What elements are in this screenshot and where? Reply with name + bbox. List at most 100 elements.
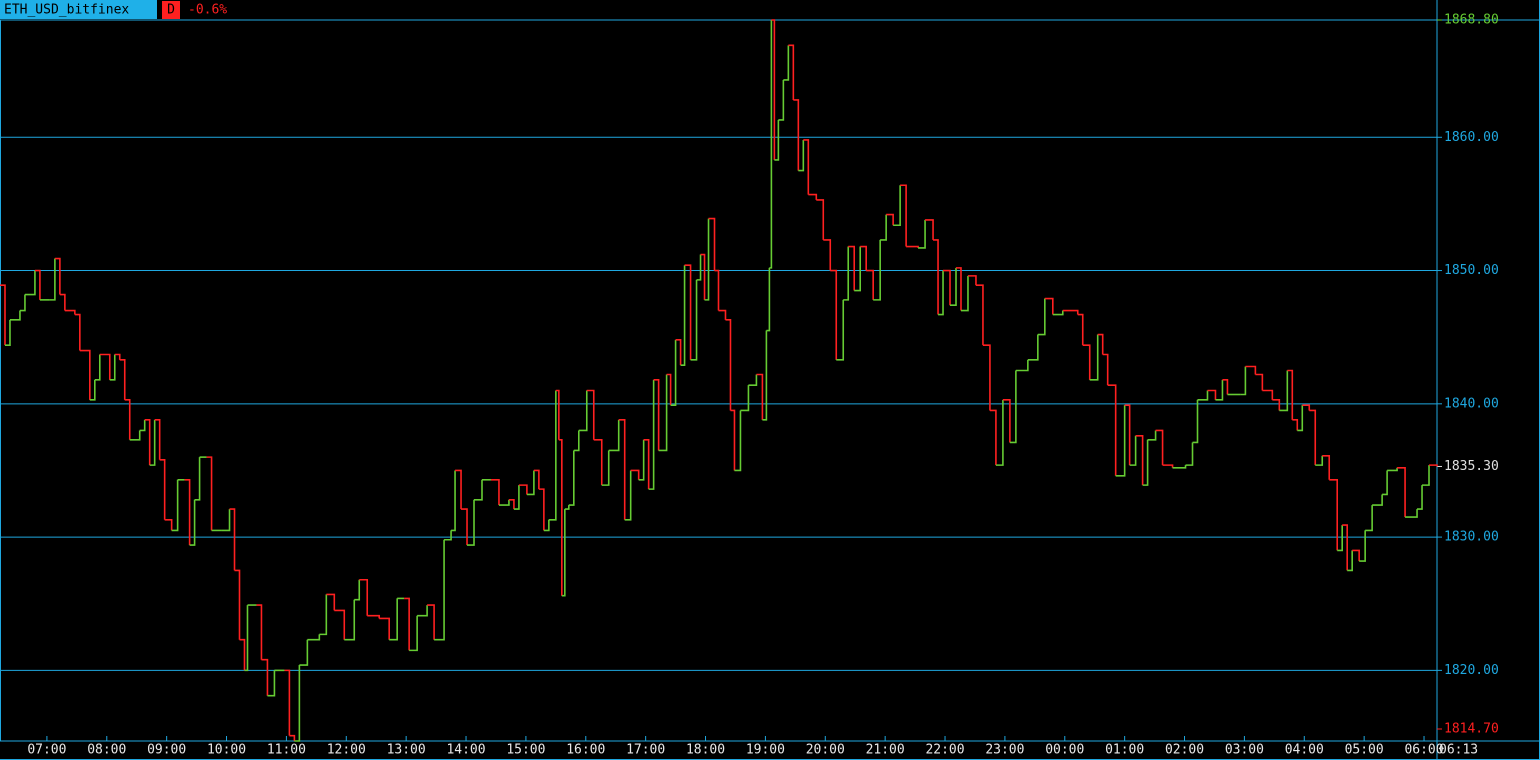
price-segment bbox=[409, 615, 418, 652]
price-segment bbox=[144, 419, 151, 466]
x-tick-label: 06:00 bbox=[1404, 743, 1443, 758]
price-segment bbox=[1382, 470, 1388, 496]
price-segment bbox=[778, 79, 785, 121]
price-segment bbox=[950, 267, 957, 307]
price-segment bbox=[696, 254, 702, 281]
price-segment bbox=[19, 294, 26, 312]
price-segment bbox=[762, 330, 768, 421]
x-tick-label: 16:00 bbox=[566, 743, 605, 758]
price-segment bbox=[189, 499, 196, 546]
price-segment bbox=[918, 219, 926, 249]
price-segment bbox=[836, 299, 845, 361]
price-segment bbox=[880, 214, 887, 241]
y-tick-label: 1850.00 bbox=[1444, 263, 1499, 278]
price-segment bbox=[793, 99, 800, 171]
price-segment bbox=[367, 614, 381, 619]
price-segment bbox=[184, 478, 191, 546]
x-tick-label: 10:00 bbox=[207, 743, 246, 758]
price-segment bbox=[1315, 455, 1324, 466]
price-segment bbox=[1124, 404, 1131, 466]
price-segment bbox=[658, 374, 668, 452]
price-segment bbox=[307, 634, 321, 641]
price-segment bbox=[925, 219, 934, 240]
price-segment bbox=[704, 218, 710, 301]
price-segment bbox=[1365, 505, 1373, 532]
price-segment bbox=[788, 44, 795, 100]
price-segment bbox=[1347, 550, 1353, 572]
price-segment bbox=[1342, 524, 1348, 571]
price-segment bbox=[261, 658, 269, 696]
price-segment bbox=[221, 509, 231, 532]
price-segment bbox=[114, 353, 121, 360]
price-segment bbox=[1135, 435, 1144, 486]
price-segment bbox=[670, 339, 677, 406]
price-segment bbox=[860, 245, 867, 271]
price-label: 1868.80 bbox=[1444, 13, 1499, 28]
price-segment bbox=[933, 239, 939, 315]
price-segment bbox=[0, 284, 6, 346]
price-segment bbox=[1037, 298, 1046, 336]
price-segment bbox=[558, 439, 563, 596]
price-segment bbox=[1387, 467, 1398, 472]
x-tick-label: 01:00 bbox=[1105, 743, 1144, 758]
price-segment bbox=[94, 354, 101, 381]
price-segment bbox=[830, 269, 838, 360]
price-segment bbox=[389, 598, 398, 641]
x-tick-label: 08:00 bbox=[87, 743, 126, 758]
price-segment bbox=[573, 430, 580, 452]
price-segment bbox=[1337, 525, 1343, 552]
price-segment bbox=[1172, 465, 1187, 469]
price-segment bbox=[284, 669, 291, 736]
x-tick-label: 04:00 bbox=[1285, 743, 1324, 758]
price-segment bbox=[1272, 399, 1281, 411]
x-tick-label: 05:00 bbox=[1345, 743, 1384, 758]
price-segment bbox=[1397, 466, 1406, 518]
price-label: 1814.70 bbox=[1444, 722, 1499, 737]
price-segment bbox=[734, 410, 742, 472]
price-segment bbox=[154, 419, 161, 460]
price-segment bbox=[740, 385, 750, 412]
x-tick-label: 03:00 bbox=[1225, 743, 1264, 758]
price-segment bbox=[1262, 389, 1274, 400]
x-tick-label: 18:00 bbox=[686, 743, 725, 758]
price-segment bbox=[24, 270, 36, 296]
price-segment bbox=[975, 284, 984, 346]
price-segment bbox=[234, 569, 241, 640]
price-segment bbox=[334, 609, 346, 640]
price-segment bbox=[109, 354, 116, 381]
price-segment bbox=[1417, 485, 1423, 510]
price-segment bbox=[1162, 464, 1174, 468]
price-segment bbox=[823, 239, 832, 271]
price-segment bbox=[593, 439, 603, 486]
price-segment bbox=[1359, 530, 1366, 562]
price-segment bbox=[490, 478, 500, 506]
price-segment bbox=[239, 638, 246, 671]
price-segment bbox=[1062, 309, 1079, 315]
price-segment bbox=[866, 269, 874, 300]
price-segment bbox=[1292, 419, 1299, 431]
timeframe: D bbox=[167, 3, 175, 18]
price-segment bbox=[299, 639, 309, 666]
price-segment bbox=[474, 479, 483, 501]
price-segment bbox=[124, 399, 131, 440]
price-segment bbox=[1240, 366, 1247, 396]
x-tick-label: 17:00 bbox=[626, 743, 665, 758]
price-segment bbox=[538, 488, 545, 531]
x-tick-label: 20:00 bbox=[806, 743, 845, 758]
price-segment bbox=[498, 499, 510, 506]
price-segment bbox=[267, 670, 276, 697]
price-segment bbox=[967, 275, 977, 286]
price-segment bbox=[708, 217, 716, 271]
price-segment bbox=[1329, 478, 1339, 551]
price-segment bbox=[164, 518, 173, 531]
price-segment bbox=[427, 604, 435, 640]
price-segment bbox=[648, 379, 655, 490]
price-segment bbox=[1287, 369, 1294, 420]
price-segment bbox=[1027, 334, 1039, 361]
price-segment bbox=[774, 119, 780, 161]
price-segment bbox=[294, 665, 301, 742]
x-tick-label: 13:00 bbox=[387, 743, 426, 758]
price-segment bbox=[4, 319, 11, 346]
price-segment bbox=[843, 246, 850, 301]
price-segment bbox=[564, 505, 570, 510]
